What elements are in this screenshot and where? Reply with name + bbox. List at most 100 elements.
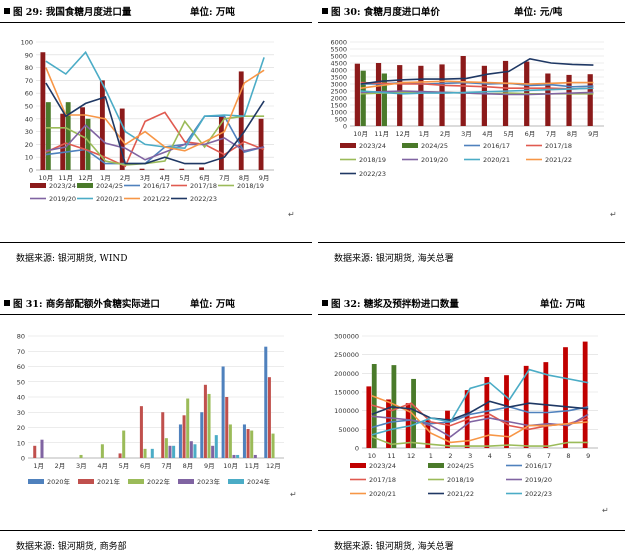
- x-tick-label: 3月: [76, 462, 87, 470]
- y-tick-label: 1500: [330, 102, 347, 110]
- bar-2021年: [118, 453, 122, 458]
- x-tick-label: 7: [547, 452, 551, 460]
- y-tick-label: 10: [25, 154, 33, 162]
- figure-title: 图 31: 商务部配额外食糖实际进口: [13, 299, 160, 310]
- legend-label: 2016/17: [483, 142, 510, 150]
- paragraph-mark-icon: ↵: [602, 506, 609, 515]
- bar-2023/24: [582, 341, 588, 448]
- y-tick-label: 10: [17, 439, 25, 447]
- figure-unit: 单位: 万吨: [190, 7, 235, 18]
- chart-extra-quota-import: 0 10 20 30 40 50 60 70 80 1月 2月 3月 4月 5月 6月 7月 8月 9月 10月 11…: [17, 333, 284, 486]
- figure-header: 图 29: 我国食糖月度进口量 单位: 万吨: [0, 0, 312, 23]
- x-tick-label: 4: [488, 452, 492, 460]
- x-tick-label: 1月: [419, 130, 430, 138]
- x-tick-label: 10月: [223, 462, 238, 470]
- y-tick-label: 1000: [330, 109, 347, 117]
- legend-label: 2023/24: [49, 182, 76, 190]
- paragraph-mark-icon: ↵: [610, 210, 617, 219]
- y-tick-label: 4500: [330, 60, 347, 68]
- bar-2023年: [211, 445, 215, 458]
- legend-swatch: [402, 143, 418, 148]
- x-tick-label: 11月: [58, 174, 73, 182]
- y-tick-label: 70: [25, 77, 33, 85]
- legend-label: 2024/25: [96, 182, 123, 190]
- bar-2023/24: [386, 399, 391, 448]
- x-tick-label: 3: [468, 452, 472, 460]
- legend-label: 2022/23: [359, 170, 386, 178]
- y-tick-label: 4000: [330, 67, 347, 75]
- x-tick-label: 9: [586, 452, 590, 460]
- legend-label: 2020/21: [96, 195, 123, 203]
- legend-label: 2024/25: [421, 142, 448, 150]
- legend-label: 2022年: [147, 477, 171, 486]
- x-tick-label: 10月: [353, 130, 368, 138]
- legend-swatch: [78, 479, 94, 484]
- y-tick-label: 20: [25, 141, 33, 149]
- legend-label: 2020/21: [483, 156, 510, 164]
- square-bullet-icon: [4, 300, 10, 306]
- x-tick-label: 12: [407, 452, 415, 460]
- x-tick-label: 7月: [546, 130, 557, 138]
- legend-label: 2019/20: [421, 156, 448, 164]
- bar-2023/24: [418, 65, 424, 126]
- bar-2024/25: [85, 118, 91, 170]
- legend-label: 2021/22: [447, 490, 474, 498]
- legend-label: 2018/19: [237, 182, 264, 190]
- bar-2021年: [203, 384, 207, 458]
- legend-swatch: [340, 143, 356, 148]
- x-tick-label: 5: [507, 452, 511, 460]
- bar-2023/24: [159, 168, 165, 170]
- bar-2024/25: [381, 73, 387, 126]
- x-tick-label: 6月: [199, 174, 210, 182]
- series-line-2019/20: [360, 90, 594, 96]
- legend-label: 2023/24: [369, 462, 396, 470]
- square-bullet-icon: [322, 300, 328, 306]
- x-tick-label: 12月: [266, 462, 281, 470]
- bar-2023/24: [199, 167, 204, 170]
- x-tick-label: 10月: [39, 174, 54, 182]
- bar-2020年: [221, 366, 225, 458]
- figure-title: 图 32: 糖浆及预拌粉进口数量: [331, 299, 459, 310]
- figure-title: 图 30: 食糖月度进口单价: [331, 7, 440, 18]
- x-tick-label: 2月: [440, 130, 451, 138]
- x-tick-label: 4月: [97, 462, 108, 470]
- legend-label: 2019/20: [525, 476, 552, 484]
- legend-swatch: [428, 463, 444, 468]
- bar-2023/24: [40, 52, 46, 170]
- bar-2023/24: [238, 71, 244, 170]
- chart-sugar-import-unit-price: 0500100015002000250030003500400045005000…: [330, 39, 604, 178]
- y-tick-label: 90: [25, 51, 33, 59]
- bar-2022年: [79, 454, 83, 458]
- bar-2023/24: [366, 386, 372, 448]
- bar-2023/24: [80, 107, 85, 170]
- bar-2024/25: [411, 378, 416, 448]
- y-tick-label: 0: [355, 445, 359, 453]
- panel-syrup-premix-import: 图 32: 糖浆及预拌粉进口数量 单位: 万吨 0 50000 100000 1500…: [318, 292, 625, 558]
- legend-swatch: [28, 479, 44, 484]
- series-line-2019/20: [45, 124, 265, 161]
- x-tick-label: 2月: [120, 174, 131, 182]
- source-text: 数据来源: 银河期货, 海关总署: [334, 542, 454, 552]
- x-tick-label: 4月: [482, 130, 493, 138]
- legend-label: 2019/20: [49, 195, 76, 203]
- x-tick-label: 11月: [245, 462, 260, 470]
- chart-area: 0 10 20 30 40 50 60 70 80 1月 2月 3月 4月 5月 6月 7月 8月 9月 10月 11…: [8, 332, 288, 497]
- y-tick-label: 2500: [330, 88, 347, 96]
- legend-label: 2024/25: [447, 462, 474, 470]
- bar-2023/24: [484, 377, 490, 448]
- legend-label: 2018/19: [359, 156, 386, 164]
- square-bullet-icon: [322, 8, 328, 14]
- figure-header: 图 31: 商务部配额外食糖实际进口 单位: 万吨: [0, 292, 312, 315]
- legend-label: 2022/23: [190, 195, 217, 203]
- y-tick-label: 3000: [330, 81, 347, 89]
- series-line-2022/23: [371, 368, 589, 436]
- series-line-2021/22: [371, 400, 589, 421]
- x-tick-label: 8月: [183, 462, 194, 470]
- x-tick-label: 11月: [374, 130, 389, 138]
- bar-2023/24: [354, 63, 360, 126]
- bar-2020年: [264, 346, 268, 458]
- bar-2020年: [178, 424, 182, 458]
- bar-2023年: [40, 439, 44, 458]
- legend-label: 2016/17: [525, 462, 552, 470]
- paragraph-mark-icon: ↵: [288, 210, 295, 219]
